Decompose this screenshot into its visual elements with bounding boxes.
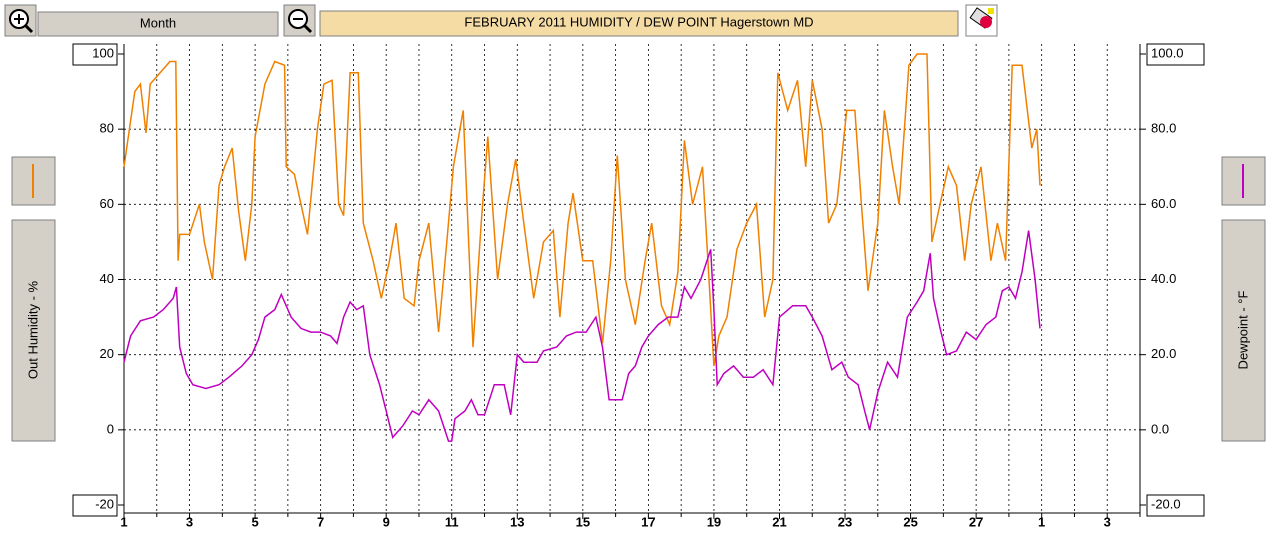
y-tick-label: 40 bbox=[100, 271, 114, 286]
y-axis-label: Out Humidity - % bbox=[25, 280, 40, 379]
x-tick-label: 11 bbox=[445, 514, 459, 529]
x-tick-label: 3 bbox=[186, 514, 193, 529]
chart-title: FEBRUARY 2011 HUMIDITY / DEW POINT Hager… bbox=[464, 14, 813, 29]
x-tick-label: 19 bbox=[707, 514, 721, 529]
series-line bbox=[123, 230, 1041, 442]
y-tick-label: 0 bbox=[107, 421, 114, 436]
x-tick-label: 17 bbox=[641, 514, 655, 529]
x-tick-label: 7 bbox=[317, 514, 324, 529]
x-tick-label: 15 bbox=[576, 514, 590, 529]
y-tick-label: 60 bbox=[100, 196, 114, 211]
x-tick-label: 1 bbox=[1038, 514, 1045, 529]
y-tick-box bbox=[72, 494, 118, 517]
x-tick-label: 13 bbox=[510, 514, 524, 529]
y-tick-label: 20 bbox=[100, 346, 114, 361]
y2-tick-label: 80.0 bbox=[1151, 121, 1176, 136]
y2-tick-label: 60.0 bbox=[1151, 196, 1176, 211]
x-tick-label: 21 bbox=[772, 514, 786, 529]
period-label: Month bbox=[140, 15, 176, 30]
print-icon[interactable] bbox=[965, 4, 998, 37]
period-button[interactable]: Month bbox=[37, 11, 279, 37]
zoom-in-button[interactable] bbox=[4, 4, 37, 37]
y2-label-box bbox=[1221, 219, 1266, 442]
y2-tick-box bbox=[1146, 494, 1205, 517]
y-tick-label: 80 bbox=[100, 121, 114, 136]
x-tick-label: 25 bbox=[903, 514, 917, 529]
y2-tick-box bbox=[1146, 43, 1205, 66]
y2-tick-label: 40.0 bbox=[1151, 271, 1176, 286]
y2-tick-label: -20.0 bbox=[1151, 496, 1181, 511]
x-tick-label: 1 bbox=[120, 514, 127, 529]
zoom-out-button[interactable] bbox=[283, 4, 316, 37]
series-line bbox=[123, 53, 1041, 367]
title-box bbox=[319, 10, 959, 37]
y2-axis-label: Dewpoint - °F bbox=[1235, 290, 1250, 369]
y2-tick-label: 0.0 bbox=[1151, 421, 1169, 436]
y-tick-box bbox=[72, 43, 118, 66]
y2-tick-label: 20.0 bbox=[1151, 346, 1176, 361]
x-tick-label: 23 bbox=[838, 514, 852, 529]
y-tick-label: 100 bbox=[92, 45, 114, 60]
y-label-box bbox=[11, 219, 56, 442]
y2-tick-label: 100.0 bbox=[1151, 45, 1184, 60]
x-tick-label: 5 bbox=[251, 514, 258, 529]
x-tick-label: 9 bbox=[383, 514, 390, 529]
x-tick-label: 3 bbox=[1104, 514, 1111, 529]
x-tick-label: 27 bbox=[969, 514, 983, 529]
y-tick-label: -20 bbox=[95, 496, 114, 511]
